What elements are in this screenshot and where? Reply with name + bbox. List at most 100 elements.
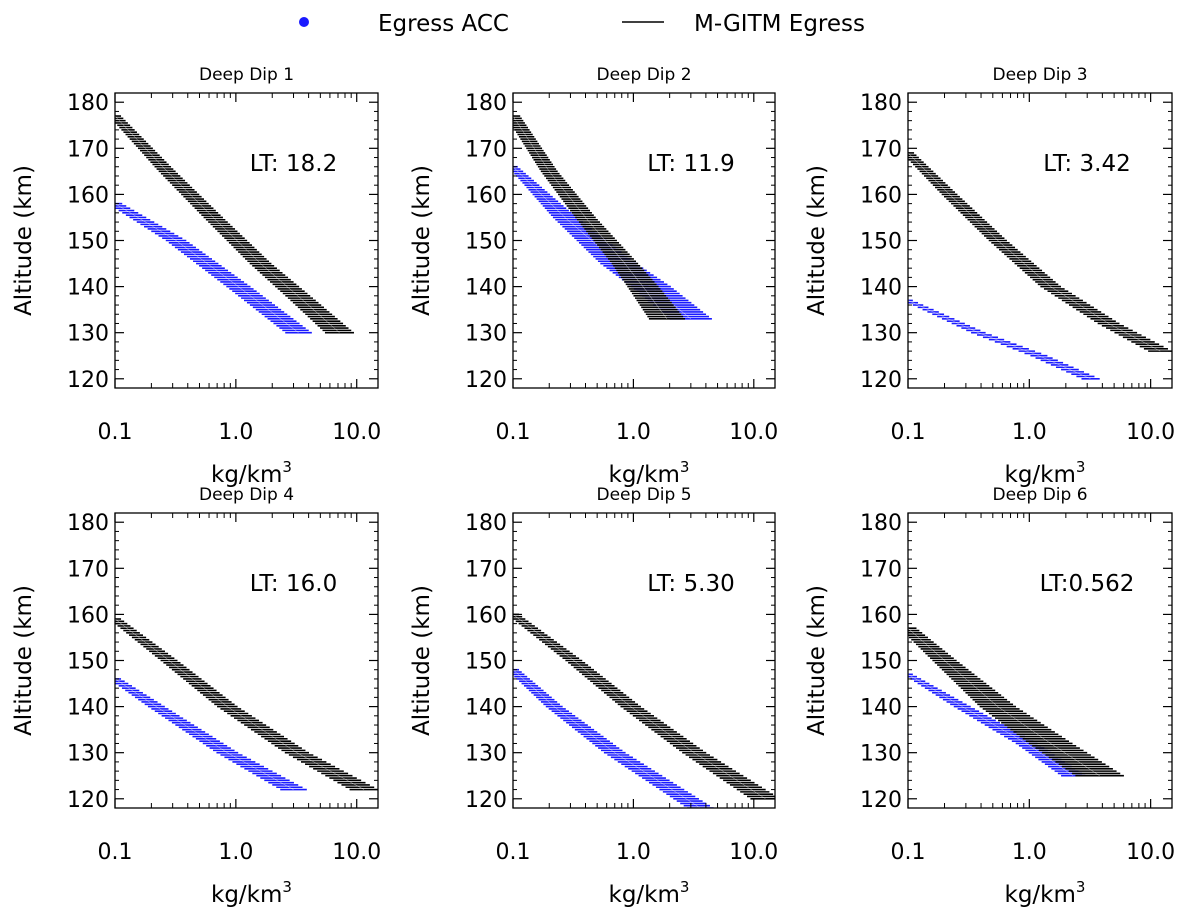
y-tick-label: 120 <box>860 368 902 393</box>
x-axis-label: kg/km3 <box>211 458 292 488</box>
y-tick-label: 120 <box>465 368 507 393</box>
legend-acc-marker <box>299 17 309 27</box>
y-tick-label: 160 <box>465 603 507 628</box>
y-tick-label: 150 <box>465 650 507 675</box>
x-axis-label-base: kg/km <box>1005 462 1076 488</box>
x-tick-label: 0.1 <box>496 420 531 445</box>
series-acc <box>115 202 312 334</box>
x-axis: 0.1 1.0 10.0 kg/km3 <box>496 93 778 488</box>
series-model <box>513 115 686 320</box>
y-tick-label: 120 <box>860 788 902 813</box>
panel-deep-dip-2: Deep Dip 2 120 130 140 150 160 170 180 Altitude … <box>409 65 778 488</box>
y-axis: 120 130 140 150 160 170 180 Altitude (km) <box>804 511 1172 813</box>
x-axis-label-exponent: 3 <box>282 458 292 476</box>
y-axis-label: Altitude (km) <box>804 165 830 316</box>
y-tick-label: 160 <box>860 603 902 628</box>
series-centerline <box>513 669 701 808</box>
y-tick-label: 160 <box>860 183 902 208</box>
y-tick-label: 160 <box>67 603 109 628</box>
x-axis: 0.1 1.0 10.0 kg/km3 <box>98 513 381 908</box>
series-model <box>115 115 354 334</box>
legend-model-label: M-GITM Egress <box>694 11 865 37</box>
x-tick-label: 10.0 <box>729 420 778 445</box>
y-axis: 120 130 140 150 160 170 180 Altitude (km) <box>11 91 378 393</box>
lt-annotation: LT: 16.0 <box>250 571 337 597</box>
lt-annotation: LT: 5.30 <box>647 571 734 597</box>
y-tick-label: 130 <box>465 322 507 347</box>
y-axis-label: Altitude (km) <box>804 585 830 736</box>
x-axis-label-exponent: 3 <box>1076 458 1086 476</box>
x-axis: 0.1 1.0 10.0 kg/km3 <box>98 93 381 488</box>
series-centerline <box>908 674 1074 776</box>
y-tick-label: 180 <box>860 91 902 116</box>
x-tick-label: 0.1 <box>98 840 133 865</box>
panel-deep-dip-6: Deep Dip 6 120 130 140 150 160 170 180 Altitude … <box>804 485 1175 908</box>
y-tick-label: 130 <box>67 322 109 347</box>
series-acc <box>115 678 307 791</box>
y-tick-label: 170 <box>67 137 109 162</box>
x-tick-label: 10.0 <box>729 840 778 865</box>
y-tick-label: 180 <box>860 511 902 536</box>
y-tick-label: 170 <box>860 137 902 162</box>
series-acc <box>908 673 1086 777</box>
y-axis: 120 130 140 150 160 170 180 Altitude (km) <box>409 91 775 393</box>
y-tick-label: 150 <box>860 230 902 255</box>
y-tick-label: 180 <box>465 91 507 116</box>
y-axis-label: Altitude (km) <box>11 585 37 736</box>
panel-title: Deep Dip 3 <box>992 65 1087 85</box>
x-tick-label: 10.0 <box>332 840 381 865</box>
x-axis: 0.1 1.0 10.0 kg/km3 <box>891 93 1175 488</box>
y-tick-label: 130 <box>465 742 507 767</box>
x-axis-label: kg/km3 <box>609 878 690 908</box>
y-tick-label: 180 <box>465 511 507 536</box>
x-axis-label-exponent: 3 <box>680 878 690 896</box>
y-axis: 120 130 140 150 160 170 180 Altitude (km) <box>804 91 1172 393</box>
x-tick-label: 0.1 <box>891 420 926 445</box>
plot-area <box>908 627 1124 777</box>
y-tick-label: 150 <box>860 650 902 675</box>
x-axis-label-base: kg/km <box>609 462 680 488</box>
series-centerline <box>908 628 1100 776</box>
x-tick-label: 1.0 <box>1012 840 1047 865</box>
y-tick-label: 170 <box>465 557 507 582</box>
y-tick-label: 180 <box>67 511 109 536</box>
x-tick-label: 10.0 <box>1126 420 1175 445</box>
x-axis-label-base: kg/km <box>211 882 282 908</box>
y-tick-label: 120 <box>67 368 109 393</box>
panel-deep-dip-5: Deep Dip 5 120 130 140 150 160 170 180 Altitude … <box>409 485 778 908</box>
series-centerline <box>513 614 766 800</box>
y-tick-label: 140 <box>67 696 109 721</box>
y-tick-label: 170 <box>860 557 902 582</box>
x-axis-label-base: kg/km <box>211 462 282 488</box>
y-tick-label: 160 <box>465 183 507 208</box>
axes-frame <box>512 92 776 389</box>
y-tick-label: 170 <box>67 557 109 582</box>
series-acc <box>908 299 1100 380</box>
panels: Deep Dip 1 120 130 140 150 160 170 180 Altitude … <box>11 65 1175 908</box>
panel-deep-dip-1: Deep Dip 1 120 130 140 150 160 170 180 Altitude … <box>11 65 381 488</box>
panel-deep-dip-3: Deep Dip 3 120 130 140 150 160 170 180 Altitude … <box>804 65 1175 488</box>
series-centerline <box>908 300 1091 380</box>
x-axis-label-exponent: 3 <box>1076 878 1086 896</box>
y-tick-label: 130 <box>860 322 902 347</box>
x-axis-label-base: kg/km <box>609 882 680 908</box>
x-axis-label-exponent: 3 <box>680 458 690 476</box>
y-axis: 120 130 140 150 160 170 180 Altitude (km) <box>11 511 378 813</box>
y-tick-label: 150 <box>465 230 507 255</box>
panel-title: Deep Dip 5 <box>596 485 691 505</box>
x-tick-label: 1.0 <box>1012 420 1047 445</box>
series-centerline <box>115 203 299 333</box>
x-axis: 0.1 1.0 10.0 kg/km3 <box>496 513 778 908</box>
x-tick-label: 1.0 <box>218 420 253 445</box>
lt-annotation: LT:0.562 <box>1040 571 1135 597</box>
series-centerline <box>513 115 668 320</box>
x-tick-label: 1.0 <box>218 840 253 865</box>
series-model <box>115 618 378 791</box>
series-model <box>513 613 775 800</box>
plot-area <box>513 613 775 808</box>
panel-title: Deep Dip 4 <box>199 485 294 505</box>
panel-title: Deep Dip 2 <box>596 65 691 85</box>
x-tick-label: 1.0 <box>616 420 651 445</box>
